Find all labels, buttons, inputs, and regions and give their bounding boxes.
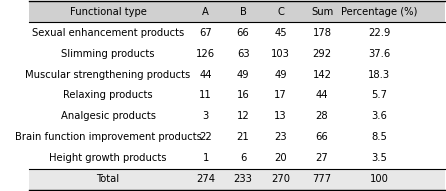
- Text: 292: 292: [313, 49, 332, 59]
- Text: 100: 100: [370, 174, 388, 184]
- Text: C: C: [277, 7, 284, 17]
- Text: 12: 12: [237, 111, 249, 121]
- Text: Height growth products: Height growth products: [50, 153, 167, 163]
- Text: 126: 126: [196, 49, 215, 59]
- Text: Sum: Sum: [311, 7, 333, 17]
- Text: 8.5: 8.5: [371, 132, 387, 142]
- Text: Brain function improvement products: Brain function improvement products: [15, 132, 202, 142]
- Text: 103: 103: [271, 49, 290, 59]
- Text: 63: 63: [237, 49, 249, 59]
- Text: Analgesic products: Analgesic products: [61, 111, 156, 121]
- Text: 178: 178: [313, 28, 331, 38]
- Text: 3: 3: [202, 111, 209, 121]
- Text: 3.5: 3.5: [371, 153, 387, 163]
- Text: 49: 49: [237, 70, 249, 80]
- FancyBboxPatch shape: [29, 64, 445, 85]
- Text: 5.7: 5.7: [371, 91, 387, 100]
- FancyBboxPatch shape: [29, 43, 445, 64]
- Text: 45: 45: [274, 28, 287, 38]
- Text: 1: 1: [202, 153, 209, 163]
- Text: 49: 49: [274, 70, 287, 80]
- FancyBboxPatch shape: [29, 22, 445, 43]
- Text: 3.6: 3.6: [371, 111, 387, 121]
- Text: 21: 21: [237, 132, 249, 142]
- Text: 22: 22: [199, 132, 212, 142]
- Text: 27: 27: [316, 153, 328, 163]
- Text: 28: 28: [316, 111, 328, 121]
- Text: 17: 17: [274, 91, 287, 100]
- Text: 233: 233: [234, 174, 252, 184]
- Text: 6: 6: [240, 153, 246, 163]
- Text: 777: 777: [313, 174, 332, 184]
- Text: A: A: [202, 7, 209, 17]
- Text: 66: 66: [316, 132, 328, 142]
- Text: 16: 16: [237, 91, 249, 100]
- Text: 18.3: 18.3: [368, 70, 390, 80]
- Text: 66: 66: [237, 28, 249, 38]
- Text: 11: 11: [199, 91, 212, 100]
- Text: 22.9: 22.9: [368, 28, 390, 38]
- Text: Total: Total: [96, 174, 120, 184]
- Text: 274: 274: [196, 174, 215, 184]
- Text: 44: 44: [316, 91, 328, 100]
- Text: B: B: [240, 7, 247, 17]
- Text: 44: 44: [199, 70, 212, 80]
- Text: 23: 23: [274, 132, 287, 142]
- Text: Muscular strengthening products: Muscular strengthening products: [25, 70, 191, 80]
- FancyBboxPatch shape: [29, 106, 445, 127]
- FancyBboxPatch shape: [29, 169, 445, 190]
- FancyBboxPatch shape: [29, 1, 445, 22]
- Text: 37.6: 37.6: [368, 49, 390, 59]
- Text: Functional type: Functional type: [70, 7, 147, 17]
- Text: Relaxing products: Relaxing products: [63, 91, 153, 100]
- FancyBboxPatch shape: [29, 127, 445, 148]
- FancyBboxPatch shape: [29, 85, 445, 106]
- Text: 270: 270: [271, 174, 290, 184]
- Text: 142: 142: [313, 70, 331, 80]
- Text: 20: 20: [274, 153, 287, 163]
- Text: Slimming products: Slimming products: [62, 49, 155, 59]
- Text: Sexual enhancement products: Sexual enhancement products: [32, 28, 184, 38]
- Text: Percentage (%): Percentage (%): [341, 7, 417, 17]
- Text: 13: 13: [274, 111, 287, 121]
- Text: 67: 67: [199, 28, 212, 38]
- FancyBboxPatch shape: [29, 148, 445, 169]
